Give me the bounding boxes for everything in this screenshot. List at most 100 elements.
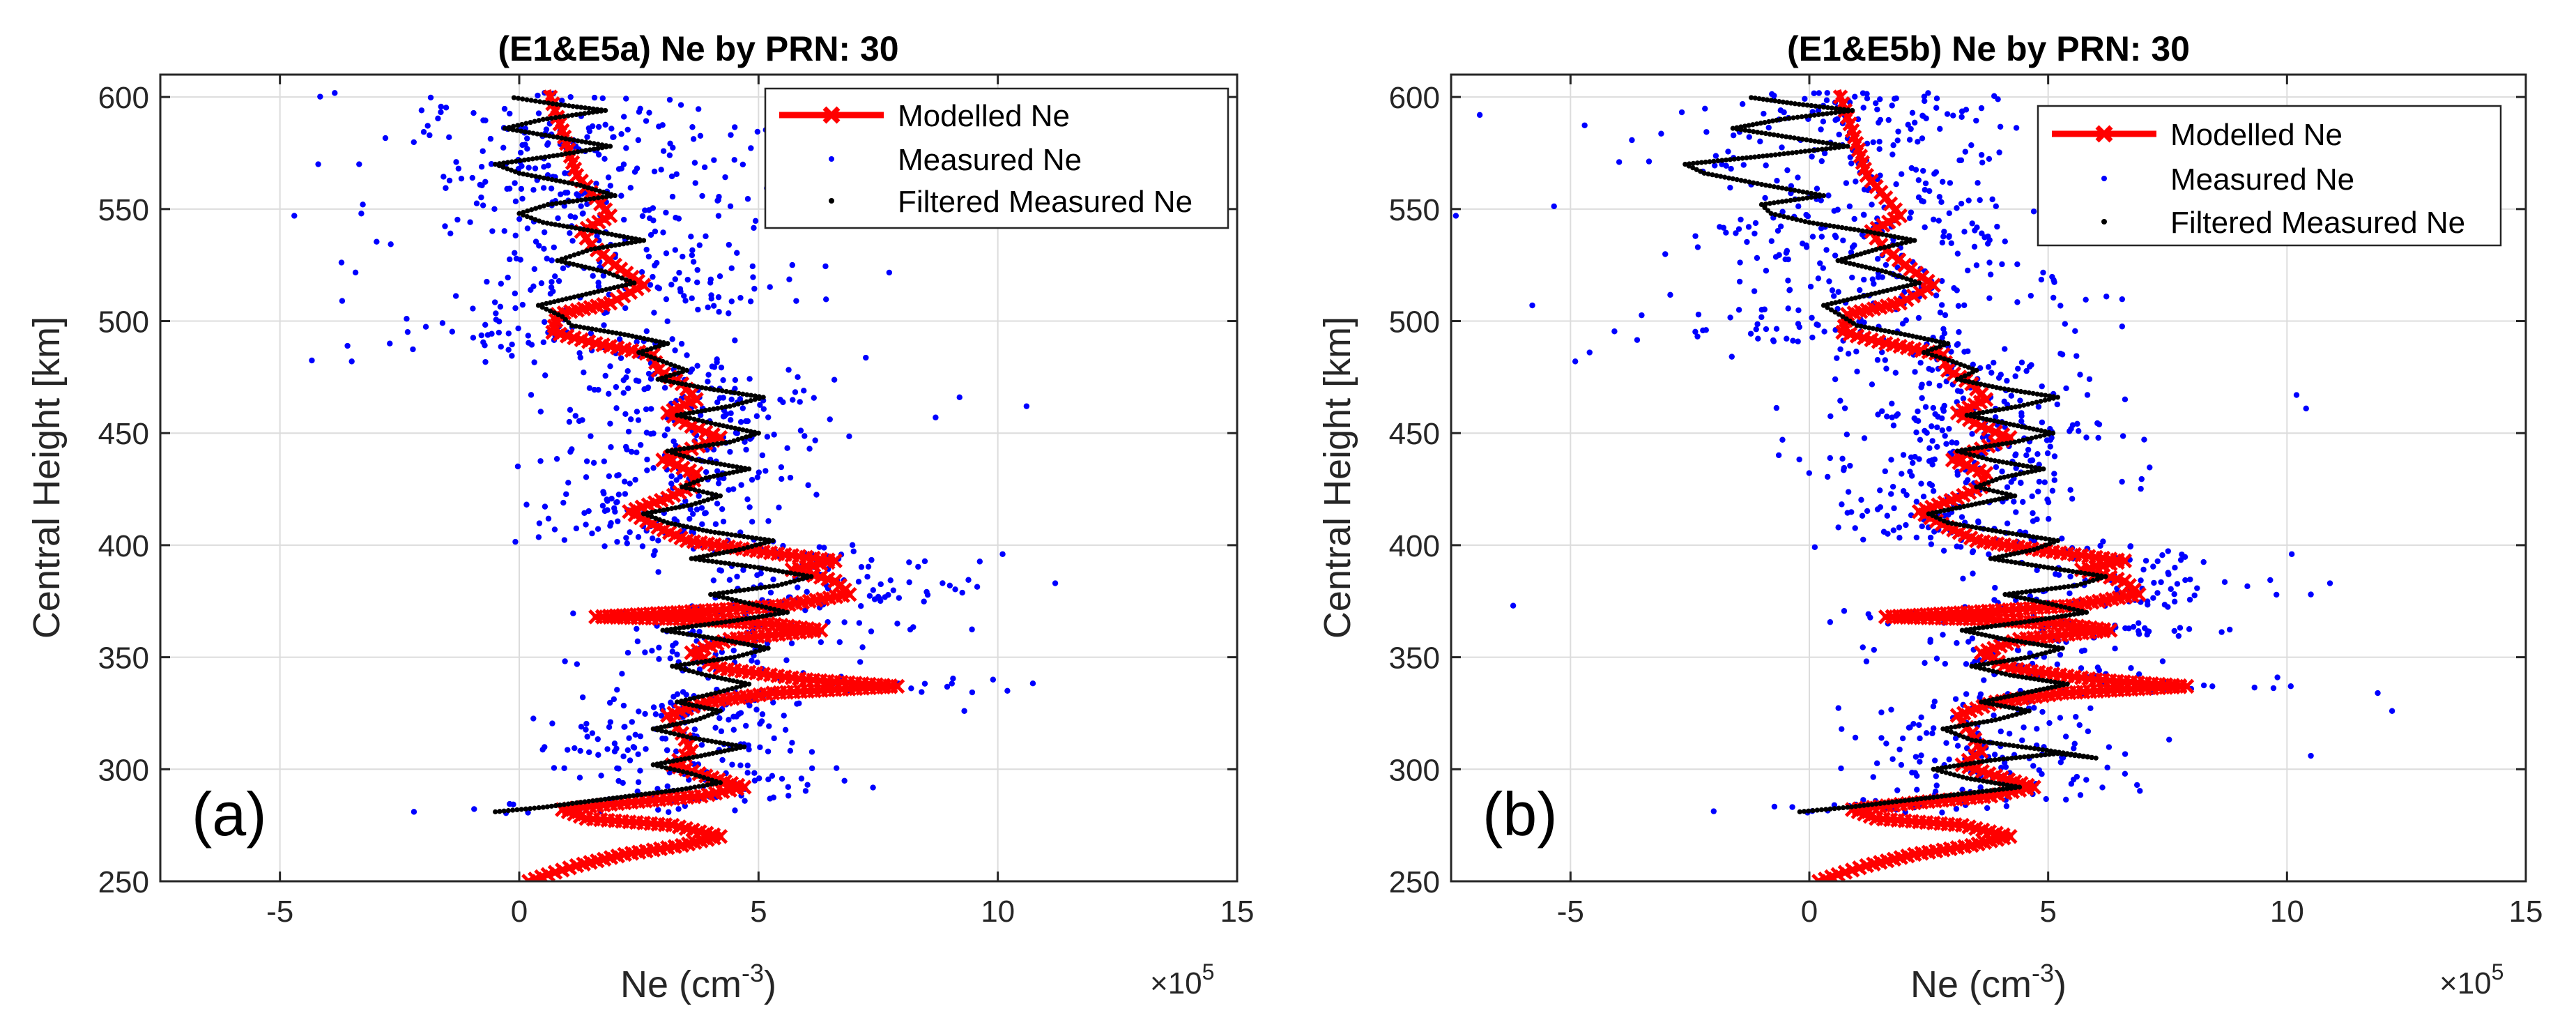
measured-ne-point — [637, 733, 644, 740]
measured-ne-point — [673, 640, 679, 646]
filtered-ne-point — [760, 565, 765, 571]
measured-ne-point — [601, 543, 608, 549]
filtered-ne-point — [1979, 632, 1984, 637]
filtered-ne-point — [1817, 104, 1823, 109]
measured-ne-point — [698, 505, 705, 511]
filtered-ne-point — [528, 98, 534, 103]
filtered-ne-point — [2046, 565, 2051, 570]
y-tick-label: 350 — [98, 641, 149, 676]
filtered-ne-point — [703, 475, 709, 481]
measured-ne-point — [1936, 194, 1942, 200]
measured-ne-point — [1775, 452, 1782, 459]
measured-ne-point — [718, 364, 725, 371]
filtered-ne-point — [546, 133, 552, 139]
measured-ne-point — [1952, 735, 1959, 742]
measured-ne-point — [613, 383, 620, 390]
filtered-ne-point — [1985, 661, 1991, 667]
filtered-ne-point — [1974, 381, 1980, 386]
measured-ne-point — [674, 651, 680, 657]
measured-ne-point — [742, 798, 748, 804]
measured-ne-point — [779, 775, 785, 782]
filtered-ne-point — [601, 230, 606, 236]
measured-ne-point — [697, 132, 704, 139]
filtered-ne-point — [702, 705, 707, 710]
filtered-ne-point — [1988, 417, 1993, 423]
measured-ne-point — [531, 266, 538, 273]
filtered-ne-point — [557, 114, 562, 120]
measured-ne-point — [516, 215, 523, 222]
filtered-ne-point — [1894, 241, 1901, 248]
measured-ne-point — [567, 448, 574, 455]
measured-ne-point — [1996, 149, 2002, 155]
filtered-ne-point — [679, 484, 685, 489]
filtered-ne-point — [2066, 568, 2071, 574]
measured-ne-point — [694, 279, 700, 286]
filtered-ne-point — [1820, 192, 1827, 199]
filtered-ne-point — [2014, 656, 2020, 662]
filtered-ne-point — [1854, 323, 1860, 328]
measured-ne-point — [1851, 215, 1857, 222]
filtered-ne-point — [1843, 316, 1849, 321]
filtered-ne-point — [684, 631, 690, 637]
measured-ne-point — [952, 586, 958, 593]
filtered-ne-point — [1986, 480, 1991, 485]
measured-ne-point — [2008, 393, 2015, 399]
filtered-ne-point — [1947, 793, 1953, 798]
filtered-ne-point — [693, 623, 699, 629]
filtered-ne-point — [1933, 515, 1939, 520]
filtered-ne-point — [1994, 702, 2000, 708]
filtered-ne-point — [696, 418, 701, 423]
filtered-ne-point — [672, 363, 677, 369]
filtered-ne-point — [749, 535, 755, 540]
measured-ne-point — [1776, 252, 1782, 258]
filtered-ne-point — [591, 195, 597, 201]
filtered-ne-point — [2000, 496, 2006, 501]
filtered-ne-point — [1715, 158, 1721, 164]
filtered-ne-point — [1825, 302, 1830, 307]
filtered-ne-point — [545, 176, 551, 182]
filtered-ne-point — [2011, 551, 2017, 556]
measured-ne-point — [627, 529, 633, 535]
measured-ne-point — [567, 213, 574, 220]
filtered-ne-point — [737, 683, 744, 689]
measured-ne-point — [1824, 90, 1830, 96]
measured-ne-point — [784, 445, 790, 451]
measured-ne-point — [672, 247, 678, 253]
filtered-ne-point — [1977, 482, 1984, 488]
measured-ne-point — [1611, 328, 1618, 335]
measured-ne-point — [622, 305, 629, 312]
measured-ne-point — [668, 282, 675, 288]
measured-ne-point — [1954, 471, 1961, 478]
filtered-ne-point — [549, 115, 554, 121]
measured-ne-point — [578, 724, 585, 730]
measured-ne-point — [635, 417, 642, 423]
filtered-ne-point — [1986, 487, 1992, 493]
measured-ne-point — [728, 396, 735, 403]
measured-ne-point — [593, 181, 599, 187]
measured-ne-point — [654, 284, 661, 291]
filtered-ne-point — [703, 407, 708, 413]
measured-ne-point — [764, 434, 771, 440]
measured-ne-point — [482, 342, 488, 349]
filtered-ne-point — [2005, 473, 2011, 479]
filtered-ne-point — [2079, 609, 2085, 614]
filtered-ne-point — [2050, 602, 2055, 607]
filtered-ne-point — [2005, 621, 2011, 627]
filtered-ne-point — [682, 756, 688, 761]
filtered-ne-point — [1914, 334, 1919, 340]
measured-ne-point — [703, 233, 709, 240]
filtered-ne-point — [756, 394, 762, 400]
measured-ne-point — [677, 289, 684, 295]
filtered-ne-point — [521, 209, 526, 215]
filtered-ne-point — [1768, 211, 1774, 216]
measured-ne-point — [595, 752, 601, 758]
measured-ne-point — [645, 253, 652, 260]
measured-ne-point — [480, 202, 486, 208]
measured-ne-point — [1913, 499, 1920, 505]
measured-ne-point — [541, 229, 548, 236]
measured-ne-point — [479, 182, 485, 189]
measured-ne-point — [728, 417, 734, 423]
filtered-ne-point — [1968, 761, 1973, 766]
filtered-ne-point — [2026, 390, 2032, 395]
filtered-ne-point — [1832, 142, 1838, 147]
